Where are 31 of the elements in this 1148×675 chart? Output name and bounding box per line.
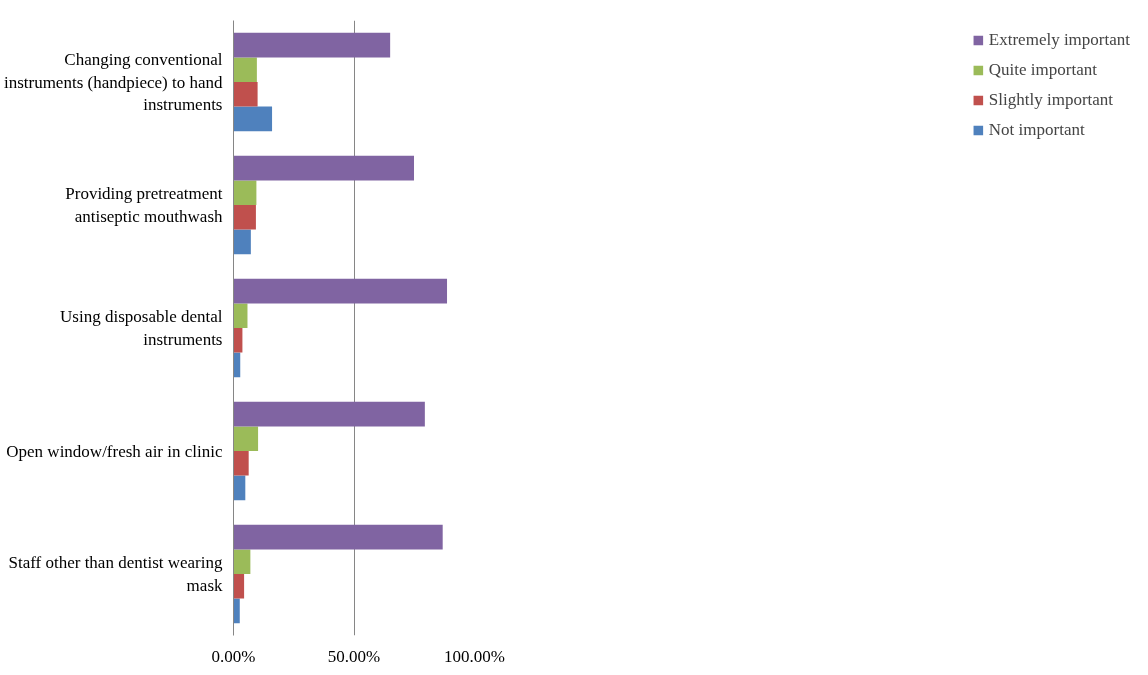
y-tick-label: Providing pretreatment antiseptic mouthwash (65, 184, 223, 226)
x-tick-label: 50.00% (327, 646, 381, 666)
bar (233, 57, 257, 82)
bar (233, 401, 425, 427)
bar (233, 549, 251, 574)
bar (233, 106, 273, 132)
bar (233, 82, 258, 107)
legend-label: Slightly important (988, 90, 1114, 110)
y-tick-label: Open window/fresh air in clinic (6, 441, 223, 461)
bar (233, 524, 443, 550)
bar (233, 229, 251, 255)
x-tick-label: 0.00% (211, 646, 256, 666)
bar (233, 328, 243, 353)
legend-label: Quite important (988, 60, 1097, 80)
bar (233, 303, 248, 328)
legend-label: Not important (988, 120, 1085, 140)
x-tick-label: 100.00% (444, 646, 505, 666)
bar (233, 278, 448, 304)
bar (233, 32, 391, 58)
y-tick-label: Staff other than dentist wearing mask (8, 553, 223, 595)
bar (233, 598, 240, 624)
bar (233, 426, 259, 451)
bar (233, 451, 249, 476)
bar (233, 475, 246, 501)
y-tick-label: Changing conventional instruments (handpiece) to hand instruments (3, 49, 223, 115)
bar (233, 180, 257, 205)
y-tick-label: Using disposable dental instruments (60, 307, 223, 349)
bar (233, 574, 245, 599)
legend-label: Extremely important (988, 30, 1130, 50)
bar (233, 205, 256, 230)
bar (233, 155, 415, 181)
